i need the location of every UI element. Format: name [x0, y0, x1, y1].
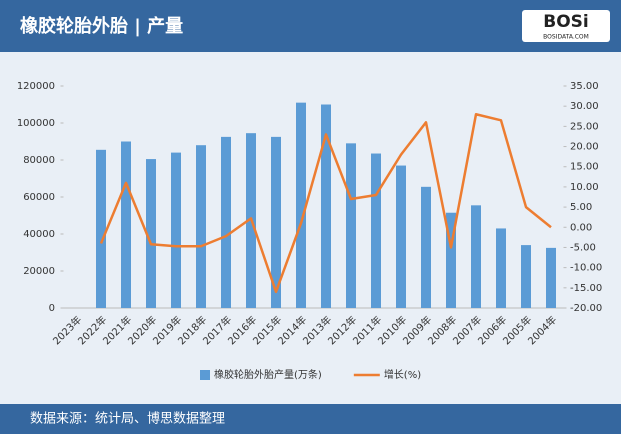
footer-bar — [0, 404, 621, 434]
bar — [421, 186, 431, 308]
bar — [371, 153, 381, 308]
line — [99, 113, 552, 294]
bar — [321, 104, 331, 308]
legend-label: 橡胶轮胎外胎产量(万条) — [214, 368, 322, 381]
y2-tick-label: 30.00 — [570, 101, 599, 112]
bar — [171, 152, 181, 308]
logo-box — [522, 10, 610, 42]
y2-tick-label: -5.00 — [570, 242, 596, 253]
bar — [396, 165, 406, 308]
y-tick-label: 0 — [49, 303, 55, 314]
y-tick-label: 120000 — [17, 81, 55, 92]
bar — [296, 102, 306, 309]
y-tick-label: 60000 — [23, 192, 55, 203]
y2-tick-label: 10.00 — [570, 182, 599, 193]
y2-tick-label: -20.00 — [570, 303, 602, 314]
legend-label: 增长(%) — [384, 368, 421, 381]
header-bar — [0, 0, 621, 52]
y-tick-label: 80000 — [23, 155, 55, 166]
bar — [121, 141, 131, 308]
y2-tick-label: 15.00 — [570, 162, 599, 173]
bar — [96, 149, 106, 308]
bar — [221, 136, 231, 308]
logo-sub: BOSIDATA.COM — [543, 34, 589, 41]
bar — [496, 228, 506, 308]
y2-tick-label: 35.00 — [570, 81, 599, 92]
legend-swatch — [200, 370, 210, 380]
bar — [271, 136, 281, 308]
y2-tick-label: -15.00 — [570, 283, 602, 294]
y2-tick-label: 25.00 — [570, 121, 599, 132]
y2-tick-label: -10.00 — [570, 263, 602, 274]
source: 数据来源：统计局、博思数据整理 — [30, 412, 225, 427]
y-tick-label: 20000 — [23, 266, 55, 277]
title: 橡胶轮胎外胎 | 产量 — [20, 15, 183, 37]
y2-tick-label: 20.00 — [570, 142, 599, 153]
bar — [446, 212, 456, 308]
bar — [546, 247, 556, 308]
y2-tick-label: 5.00 — [570, 202, 592, 213]
y-tick-label: 100000 — [17, 118, 55, 129]
y2-tick-label: 0.00 — [570, 222, 592, 233]
bar — [521, 245, 531, 308]
bar — [196, 145, 206, 308]
bar — [146, 159, 156, 308]
bar — [471, 205, 481, 308]
logo: BOSi — [543, 12, 588, 32]
bar — [346, 143, 356, 308]
y-tick-label: 40000 — [23, 229, 55, 240]
